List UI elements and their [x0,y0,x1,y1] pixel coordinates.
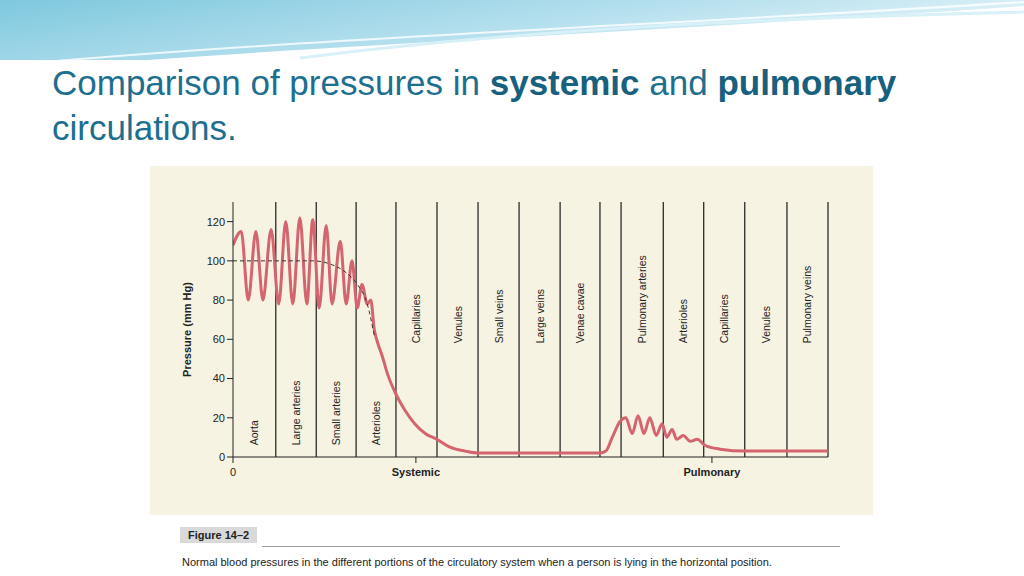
svg-text:Capillaries: Capillaries [410,294,422,343]
svg-text:Venae cavae: Venae cavae [574,282,586,343]
svg-text:Pressure (mm Hg): Pressure (mm Hg) [181,282,193,377]
svg-text:Pulmonary veins: Pulmonary veins [801,266,813,344]
svg-text:Large veins: Large veins [534,289,546,343]
html-text:circulations.: circulations. [52,108,237,147]
svg-text:80: 80 [213,294,225,306]
svg-text:100: 100 [207,255,225,267]
svg-text:Systemic: Systemic [392,466,440,478]
svg-text:Arterioles: Arterioles [678,299,690,343]
html-text:Figure 14–2: Figure 14–2 [188,529,250,541]
html-text:Comparison of pressures in sys: Comparison of pressures in systemic and … [52,63,897,102]
html-text:Normal blood pressures in the: Normal blood pressures in the different … [182,556,772,568]
svg-text:Arterioles: Arterioles [370,401,382,445]
svg-text:0: 0 [219,451,225,463]
svg-text:0: 0 [230,466,236,478]
svg-text:Pulmonary arteries: Pulmonary arteries [636,255,648,343]
svg-text:Venules: Venules [760,306,772,343]
svg-text:Small arteries: Small arteries [330,381,342,445]
svg-text:20: 20 [213,412,225,424]
svg-text:Pulmonary: Pulmonary [684,466,742,478]
svg-text:Large arteries: Large arteries [290,380,302,445]
svg-text:Small veins: Small veins [493,290,505,344]
svg-text:60: 60 [213,333,225,345]
svg-text:Venules: Venules [452,306,464,343]
svg-text:Aorta: Aorta [248,420,260,445]
svg-text:120: 120 [207,216,225,228]
svg-text:40: 40 [213,372,225,384]
svg-text:Capillaries: Capillaries [718,294,730,343]
